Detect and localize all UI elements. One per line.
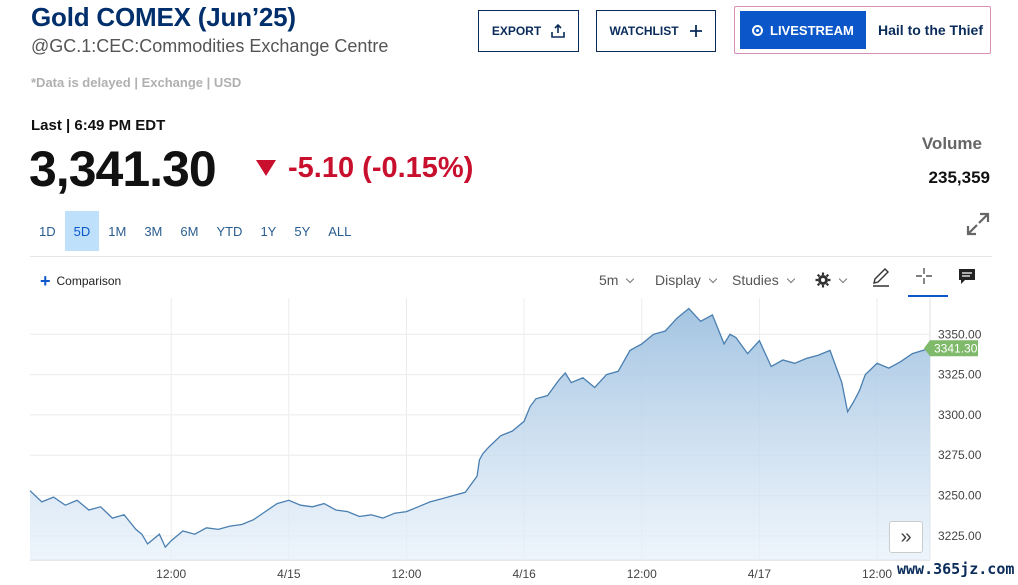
livestream-label: LIVESTREAM [770,22,854,38]
display-dropdown[interactable]: Display [655,272,718,288]
y-tick-label: 3350.00 [938,327,982,341]
crosshair-active-indicator [908,295,948,297]
chevron-down-icon [708,274,718,283]
last-price-tag [924,340,978,357]
range-tab-1d[interactable]: 1D [39,223,56,239]
volume-label: Volume [921,134,982,153]
y-tick-label: 3225.00 [938,529,982,543]
plus-icon [689,25,702,37]
range-tab-ytd[interactable]: YTD [216,223,243,239]
time-range-tabs: 1D 5D 1M 3M 6M YTD 1Y 5Y ALL [30,211,360,251]
comparison-label: Comparison [56,274,122,288]
studies-dropdown[interactable]: Studies [732,272,795,288]
comparison-button[interactable]: + Comparison [40,271,122,291]
x-tick-label: 12:00 [156,567,186,581]
chevron-down-icon [626,274,635,283]
y-tick-label: 3275.00 [938,448,982,462]
instrument-symbol: @GC.1:CEC:Commodities Exchange Centre [31,36,389,56]
x-tick-label: 4/16 [512,567,536,581]
studies-label: Studies [732,272,779,288]
range-tab-1y[interactable]: 1Y [260,223,277,239]
display-label: Display [655,272,701,288]
live-indicator-icon [752,24,763,36]
plus-icon: + [40,271,51,291]
x-tick-label: 4/17 [748,567,772,581]
interval-value: 5m [599,272,619,288]
x-tick-label: 4/15 [277,567,301,581]
down-arrow-icon [256,160,276,176]
chevron-down-icon [838,274,848,283]
toolbar-divider [30,256,992,257]
page-title: Gold COMEX (Jun’25) [31,2,296,32]
x-tick-label: 12:00 [862,567,892,581]
expand-icon[interactable] [964,210,992,238]
range-tab-5y[interactable]: 5Y [294,223,311,239]
crosshair-icon[interactable] [914,266,934,288]
volume-value: 235,359 [928,168,990,187]
chevron-down-icon [786,274,795,283]
price-line [29,307,931,549]
range-tab-all[interactable]: ALL [328,223,352,239]
livestream-banner[interactable]: LIVESTREAM Hail to the Thief [734,6,991,54]
range-tab-1m[interactable]: 1M [108,223,127,239]
x-tick-label: 12:00 [391,567,421,581]
price-area [30,308,930,560]
gear-icon [815,272,831,288]
export-button[interactable]: EXPORT [478,10,579,52]
y-tick-label: 3300.00 [938,408,982,422]
livestream-show-title[interactable]: Hail to the Thief [878,22,983,38]
export-icon [551,24,565,38]
y-tick-label: 3250.00 [938,489,982,503]
watchlist-button[interactable]: WATCHLIST [596,10,716,52]
x-tick-label: 12:00 [627,567,657,581]
settings-dropdown[interactable] [815,272,848,288]
watchlist-label: WATCHLIST [609,24,679,38]
watermark: www.365jz.com [897,560,1015,578]
pencil-icon[interactable] [871,266,891,288]
y-tick-label: 3325.00 [938,368,982,382]
delayed-note: *Data is delayed | Exchange | USD [31,75,242,90]
last-price: 3,341.30 [29,141,217,197]
last-price-tag-label: 3341.30 [934,341,978,355]
last-trade-time: Last | 6:49 PM EDT [31,117,166,134]
livestream-button[interactable]: LIVESTREAM [740,11,866,49]
range-tab-5d[interactable]: 5D [64,211,100,251]
comment-icon[interactable] [957,266,977,288]
export-label: EXPORT [491,24,542,38]
range-tab-6m[interactable]: 6M [180,223,199,239]
scroll-to-latest-button[interactable]: » [889,521,923,553]
range-tab-3m[interactable]: 3M [144,223,163,239]
price-chart[interactable]: 3225.00 3250.00 3275.00 3300.00 3325.00 3350.… [0,298,1018,585]
price-change: -5.10 (-0.15%) [288,152,474,184]
interval-dropdown[interactable]: 5m [599,272,635,288]
